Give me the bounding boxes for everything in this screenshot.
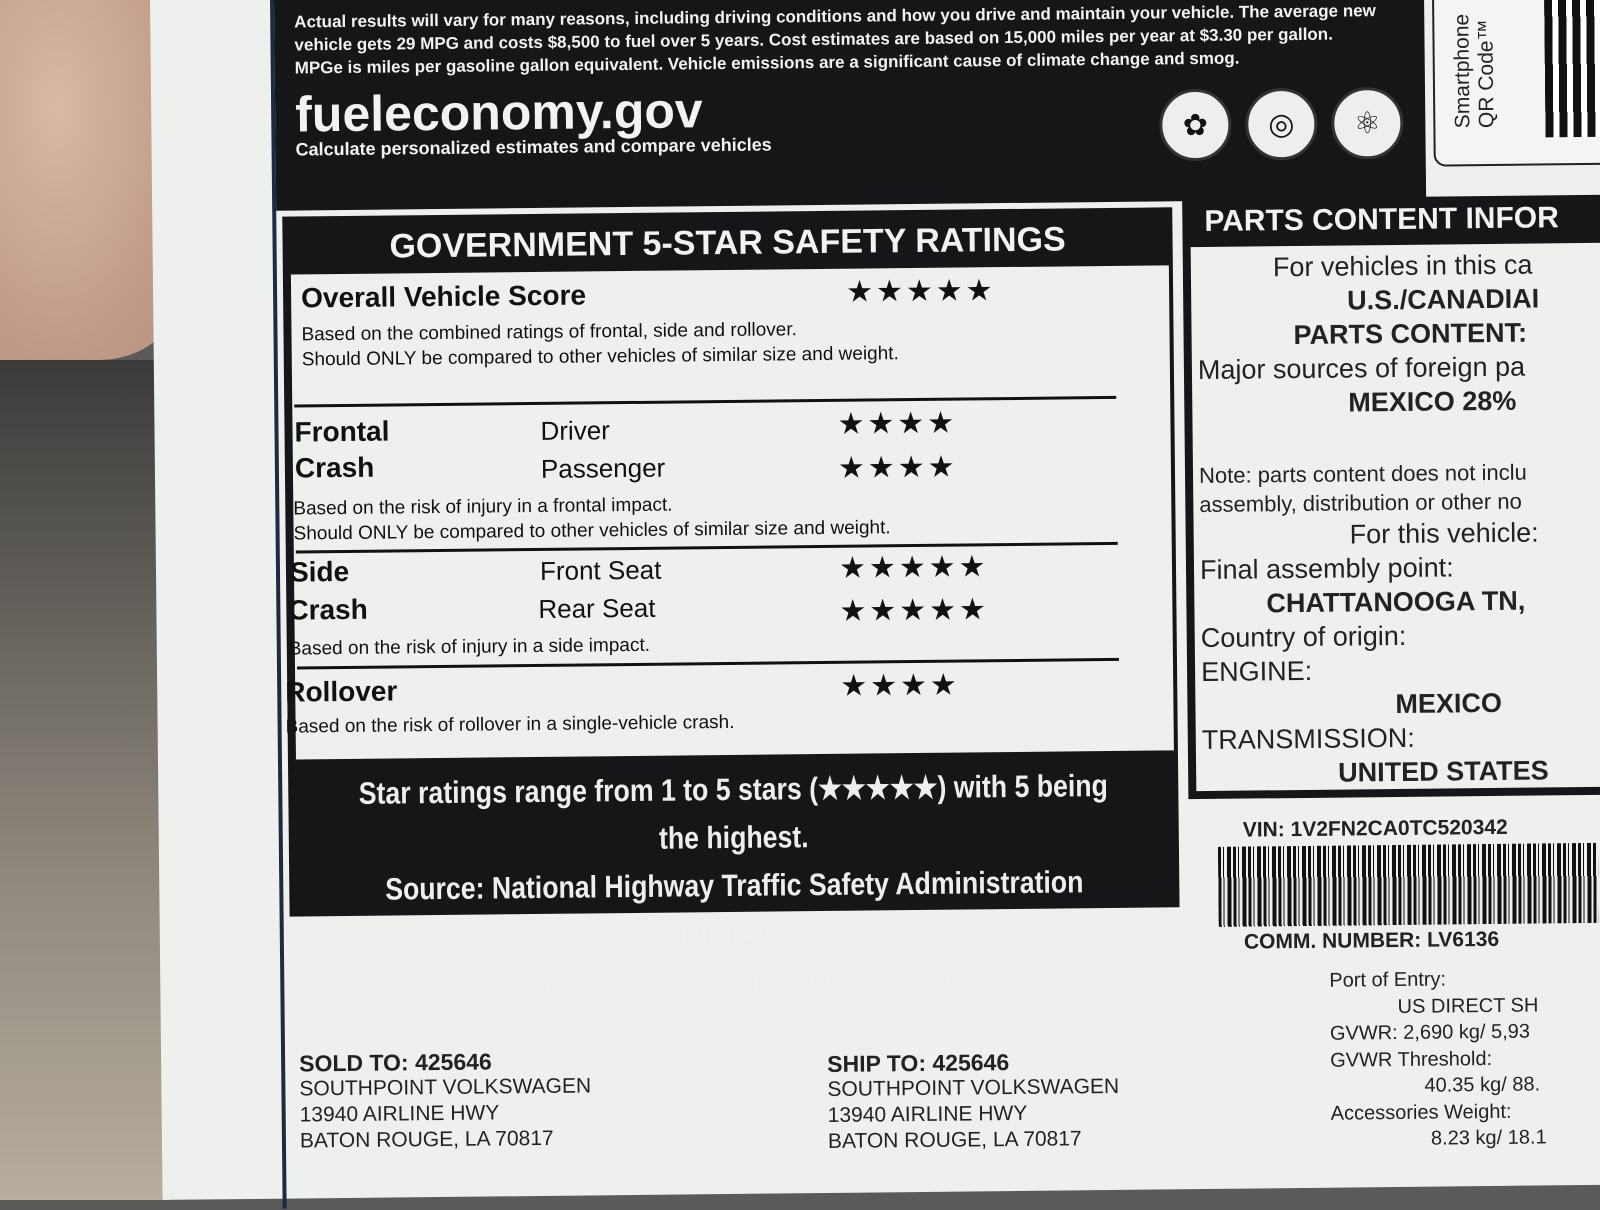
rear-seat-label: Rear Seat	[538, 592, 656, 624]
comm-number: COMM. NUMBER: LV6136	[1243, 927, 1500, 954]
dot-seal-icon: ◎	[1244, 87, 1318, 161]
port-line: Port of Entry:	[1329, 968, 1447, 992]
passenger-label: Passenger	[540, 452, 666, 484]
barcode-icon	[1217, 842, 1599, 927]
port-line: GVWR: 2,690 kg/ 5,93	[1329, 1020, 1531, 1045]
safety-footer: Star ratings range from 1 to 5 stars (★★…	[350, 756, 1118, 1010]
overall-label: Overall Vehicle Score	[300, 279, 587, 314]
ship-to-line: BATON ROUGE, LA 70817	[827, 1127, 1082, 1153]
front-seat-stars: ★★★★★	[838, 550, 989, 585]
ship-to: SHIP TO: 425646 SOUTHPOINT VOLKSWAGEN 13…	[827, 1048, 1120, 1155]
port-line: GVWR Threshold:	[1330, 1047, 1493, 1072]
driver-stars: ★★★★	[837, 406, 958, 441]
ship-to-title: SHIP TO: 425646	[827, 1049, 1010, 1077]
parts-line	[1198, 416, 1600, 461]
parts-line: ENGINE:	[1200, 655, 1313, 688]
safety-ratings: GOVERNMENT 5-STAR SAFETY RATINGS Overall…	[282, 207, 1180, 1001]
fuel-economy-band: Actual results will vary for many reason…	[273, 0, 1427, 211]
qr-label: Smartphone QR Code™	[1450, 13, 1499, 129]
doe-seal-icon: ⚛	[1330, 86, 1404, 160]
parts-title: PARTS CONTENT INFOR	[1204, 201, 1559, 238]
port-line: US DIRECT SH	[1397, 994, 1539, 1018]
parts-line: MEXICO 28%	[1348, 385, 1517, 418]
sold-to-line: SOUTHPOINT VOLKSWAGEN	[299, 1074, 592, 1101]
parts-line: PARTS CONTENT:	[1293, 317, 1528, 351]
rollover-stars: ★★★★	[840, 668, 960, 703]
parts-line: Country of origin:	[1200, 620, 1407, 654]
rollover-note: Based on the risk of rollover in a singl…	[285, 711, 735, 738]
port-line: 8.23 kg/ 18.1	[1430, 1126, 1547, 1150]
parts-line: For this vehicle:	[1349, 517, 1539, 550]
parts-line: Major sources of foreign pa	[1197, 351, 1526, 386]
port-line: Accessories Weight:	[1330, 1100, 1512, 1125]
rear-seat-stars: ★★★★★	[839, 593, 990, 628]
window-sticker: Actual results will vary for many reason…	[150, 0, 1600, 1209]
divider	[294, 395, 1117, 408]
parts-line: assembly, distribution or other no	[1199, 488, 1522, 518]
passenger-stars: ★★★★	[837, 450, 958, 485]
qr-code-icon	[1544, 0, 1600, 138]
safety-title: GOVERNMENT 5-STAR SAFETY RATINGS	[389, 220, 1066, 266]
qr-panel: Smartphone QR Code™	[1431, 0, 1600, 167]
front-seat-label: Front Seat	[539, 554, 662, 586]
overall-stars: ★★★★★	[845, 274, 996, 309]
parts-line: Note: parts content does not inclu	[1198, 459, 1527, 489]
source-note: Source: National Highway Traffic Safety …	[385, 864, 1084, 952]
ship-to-line: 13940 AIRLINE HWY	[827, 1101, 1028, 1127]
parts-line: TRANSMISSION:	[1201, 722, 1415, 756]
parts-line: MEXICO	[1395, 687, 1503, 719]
sold-to-line: 13940 AIRLINE HWY	[299, 1101, 500, 1127]
fuel-disclaimer: Actual results will vary for many reason…	[294, 1, 1376, 78]
star-range-note: Star ratings range from 1 to 5 stars (★★…	[358, 768, 1109, 856]
safercar-contact: www.safercar.gov or 1-888-327-4236	[506, 961, 964, 1002]
car-interior	[0, 360, 170, 1200]
driver-label: Driver	[540, 415, 611, 446]
parts-content: PARTS CONTENT INFOR For vehicles in this…	[1182, 194, 1600, 800]
parts-line: Final assembly point:	[1199, 552, 1454, 586]
parts-line: UNITED STATES	[1337, 755, 1549, 788]
ship-to-line: SOUTHPOINT VOLKSWAGEN	[827, 1074, 1120, 1101]
sold-to: SOLD TO: 425646 SOUTHPOINT VOLKSWAGEN 13…	[299, 1047, 592, 1154]
parts-line: CHATTANOOGA TN,	[1266, 585, 1526, 619]
rollover-label: Rollover	[285, 675, 398, 708]
parts-line: U.S./CANADIAI	[1347, 283, 1540, 316]
parts-line: For vehicles in this ca	[1272, 249, 1533, 283]
shipping-info: Port of Entry: US DIRECT SH GVWR: 2,690 …	[1329, 965, 1547, 1153]
side-note: Based on the risk of injury in a side im…	[288, 634, 651, 660]
label: Actual results will vary for many reason…	[269, 0, 1600, 1209]
vin: VIN: 1V2FN2CA0TC520342	[1242, 815, 1508, 842]
sold-to-line: BATON ROUGE, LA 70817	[299, 1126, 554, 1153]
port-line: 40.35 kg/ 88.	[1424, 1073, 1541, 1097]
epa-seal-icon: ✿	[1158, 88, 1232, 162]
sold-to-title: SOLD TO: 425646	[299, 1048, 492, 1077]
